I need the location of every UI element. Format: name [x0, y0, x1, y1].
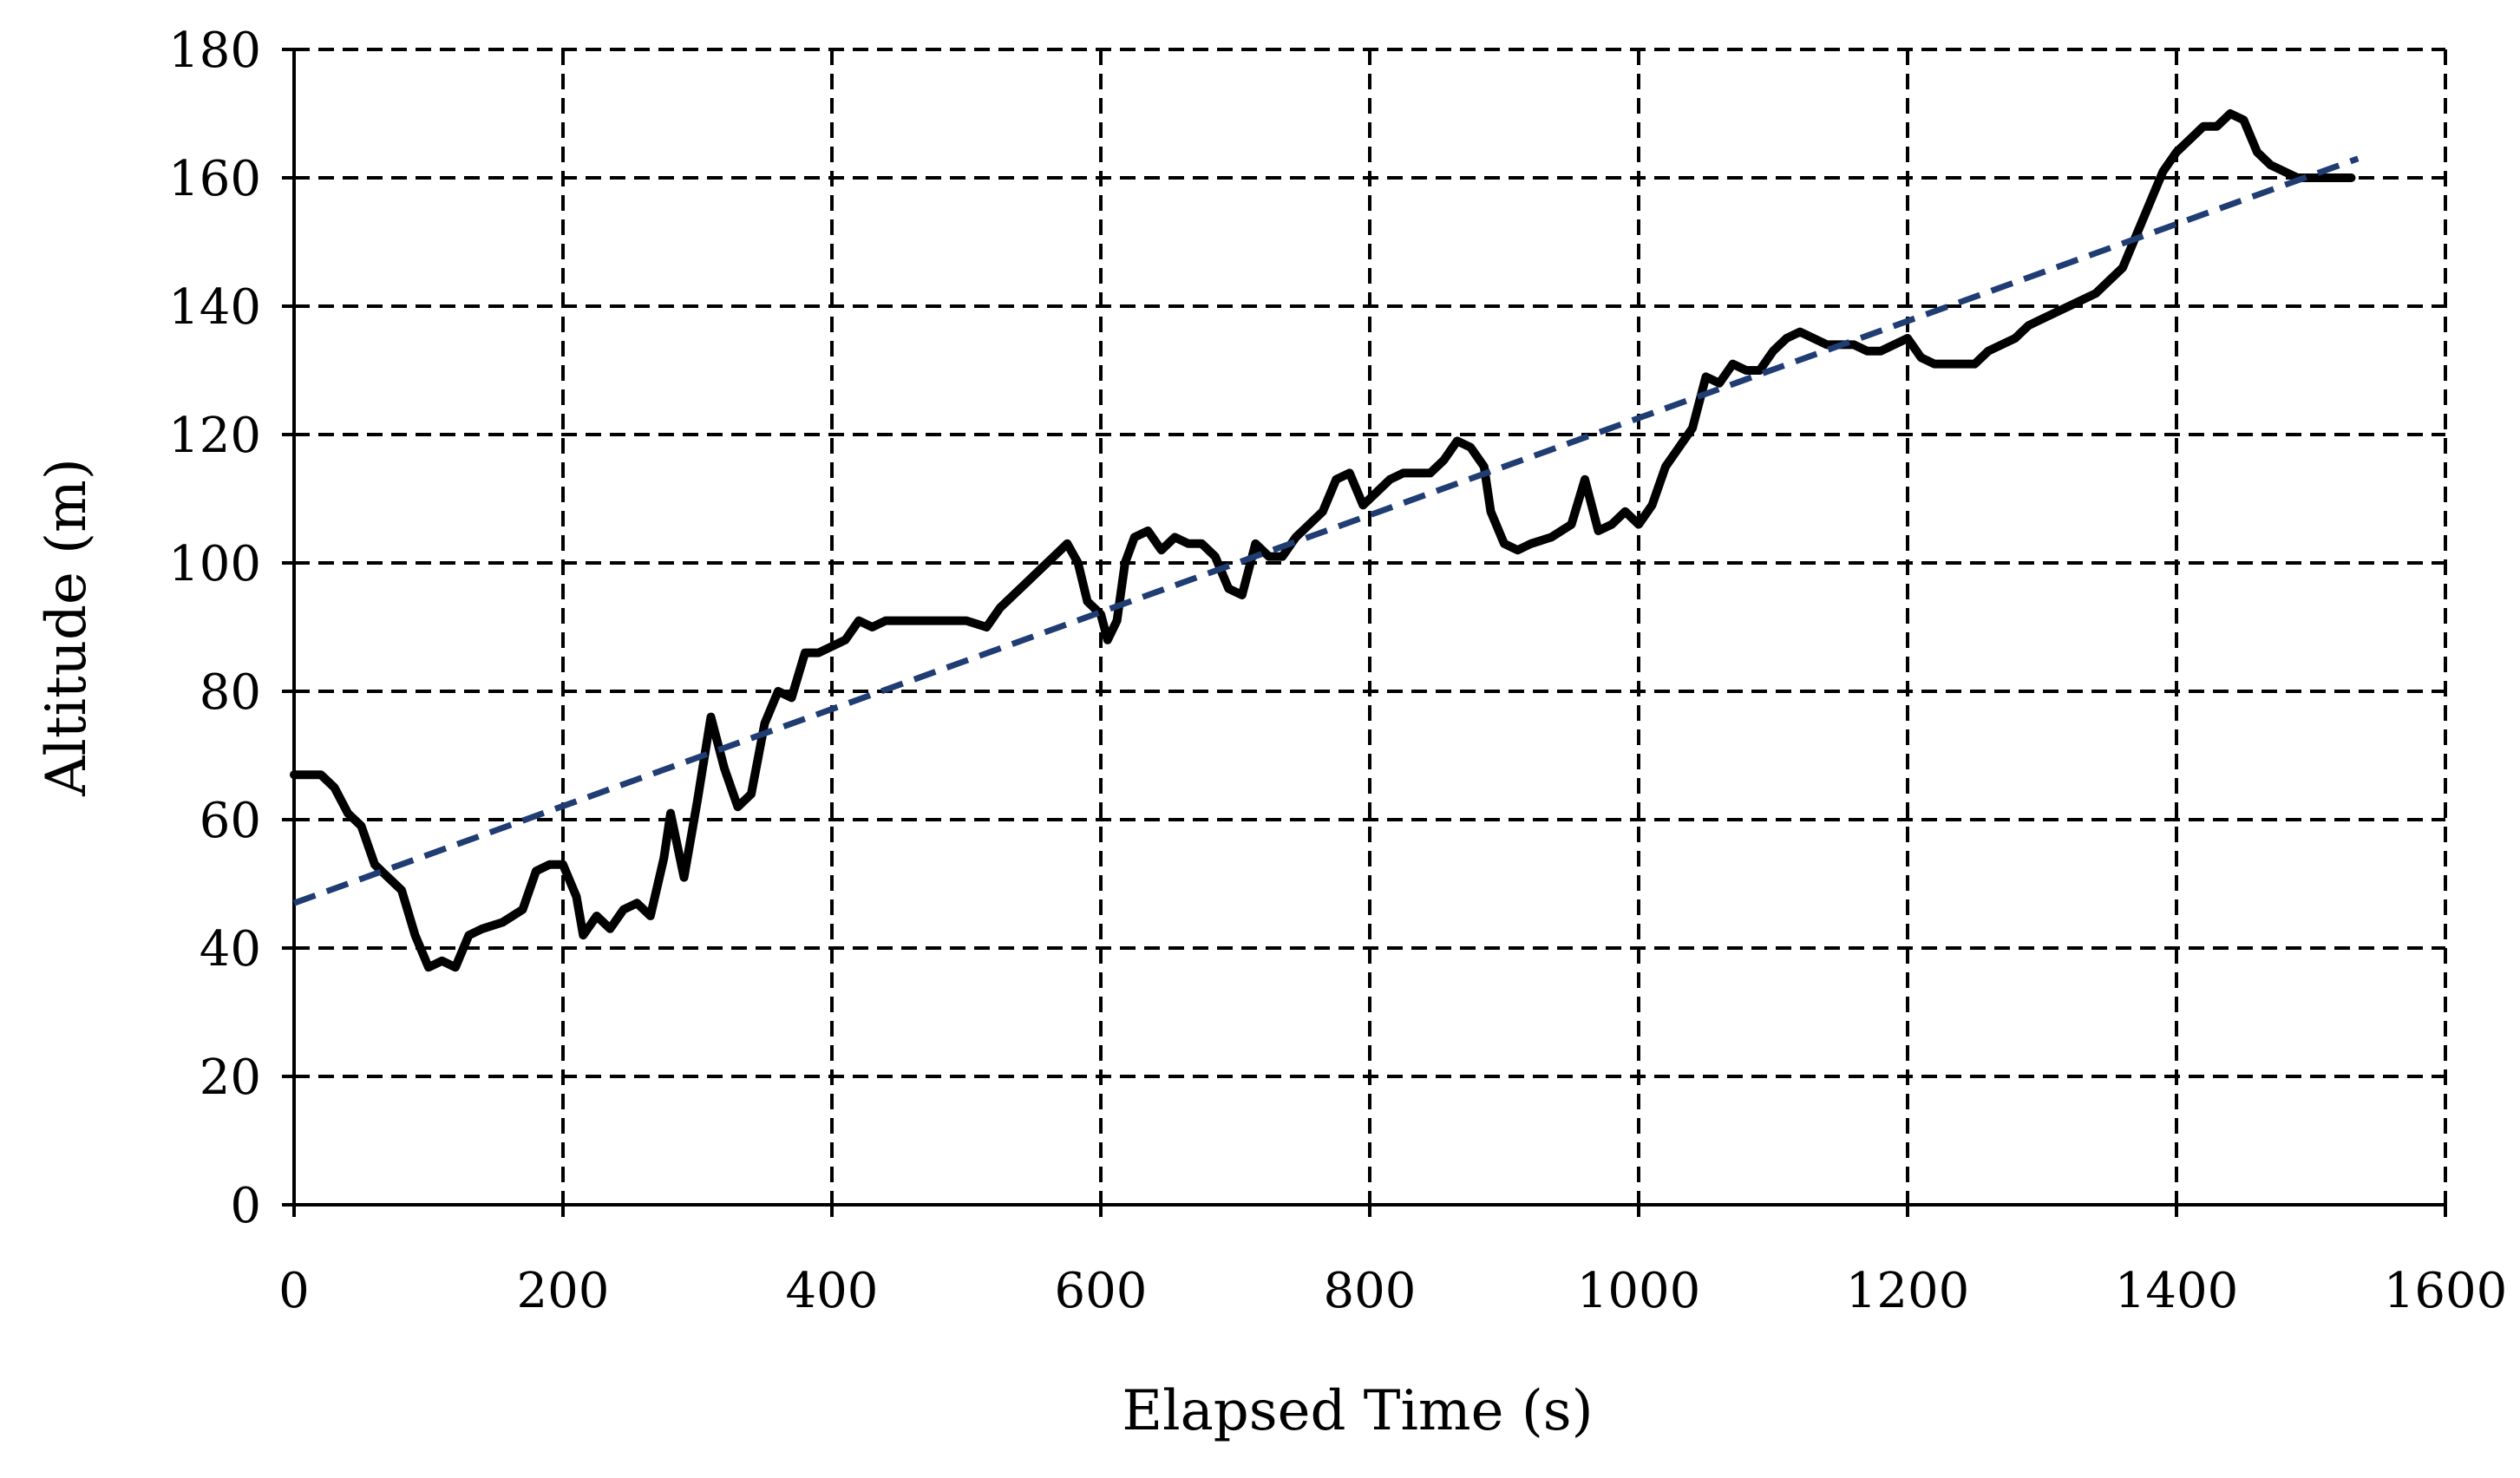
y-tick-label-80: 80 [200, 664, 261, 721]
y-tick-label-20: 20 [200, 1050, 261, 1106]
trend-line [292, 155, 2360, 906]
x-tick-label-1000: 1000 [1577, 1263, 1701, 1319]
y-tick-label-160: 160 [168, 151, 261, 207]
x-tick-label-0: 0 [278, 1263, 310, 1319]
y-tick-label-40: 40 [200, 921, 261, 978]
x-tick-label-600: 600 [1055, 1263, 1148, 1319]
y-tick-label-140: 140 [168, 279, 261, 336]
y-tick-label-0: 0 [230, 1178, 261, 1234]
altitude-series-line [290, 109, 2356, 972]
x-axis-title: Elapsed Time (s) [1122, 1379, 1593, 1443]
axis-layer [282, 48, 2447, 1217]
grid-layer [294, 48, 2447, 1205]
y-tick-label-60: 60 [200, 793, 261, 849]
y-axis-title: Altitude (m) [35, 458, 99, 797]
y-tick-label-180: 180 [168, 23, 261, 79]
x-tick-label-800: 800 [1324, 1263, 1417, 1319]
tick-label-layer: 0 200 400 600 800 1000 1200 1400 1600 0 20 40 60 80 10… [168, 23, 2507, 1319]
x-tick-label-1600: 1600 [2384, 1263, 2508, 1319]
series-layer [290, 109, 2360, 972]
x-tick-label-400: 400 [786, 1263, 879, 1319]
y-tick-label-100: 100 [168, 536, 261, 592]
x-tick-label-1200: 1200 [1846, 1263, 1970, 1319]
y-tick-label-120: 120 [168, 408, 261, 464]
x-tick-label-1400: 1400 [2115, 1263, 2239, 1319]
x-tick-label-200: 200 [517, 1263, 610, 1319]
